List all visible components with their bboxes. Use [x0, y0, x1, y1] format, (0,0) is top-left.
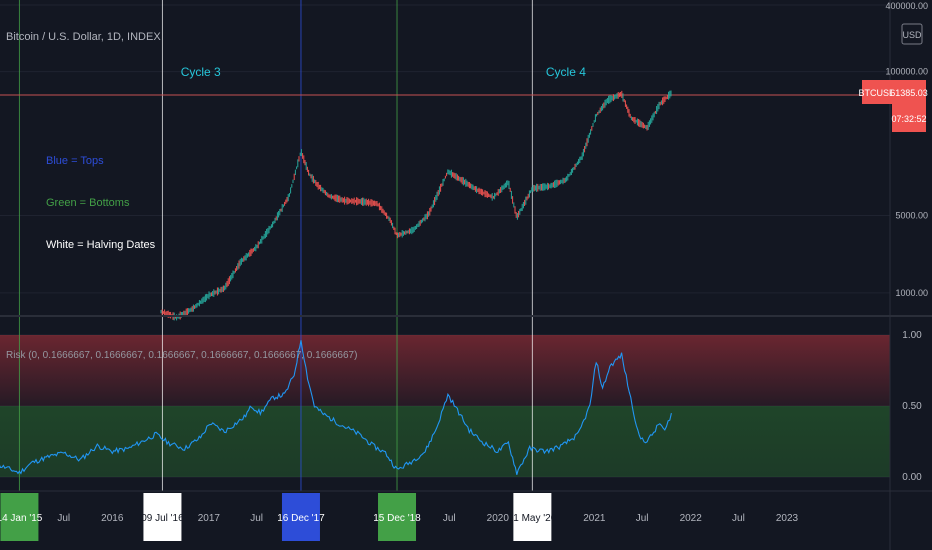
marker-date-box-top[interactable] — [281, 493, 320, 541]
price-axis-tick-label: 5000.00 — [895, 211, 928, 221]
price-tag-bg — [892, 80, 926, 132]
risk-axis-tick-label: 0.00 — [902, 472, 922, 483]
marker-date-label[interactable]: 14 Jan '15 — [0, 513, 43, 524]
risk-zone-low — [0, 406, 890, 477]
time-axis-tick-label: 2020 — [487, 513, 510, 524]
price-axis-tick-label: 1000.00 — [895, 288, 928, 298]
price-axis[interactable]: 400000.00 100000.00 5000.00 1000.00 — [885, 1, 928, 298]
time-axis-tick-label: 2022 — [680, 513, 703, 524]
time-axis-tick-label: 2023 — [776, 513, 799, 524]
risk-zone-high — [0, 335, 890, 406]
cycle-label: Cycle 3 — [181, 65, 221, 79]
price-axis-tick-label: 400000.00 — [885, 1, 928, 11]
time-axis-tick-label: 2017 — [198, 513, 221, 524]
price-axis-tick-label: 100000.00 — [885, 67, 928, 77]
currency-badge[interactable]: USD — [902, 30, 922, 40]
time-axis-tick-label: Jul — [57, 513, 70, 524]
time-axis-tick-label: 2021 — [583, 513, 606, 524]
marker-date-box-halving[interactable] — [143, 493, 182, 541]
risk-line[interactable] — [0, 340, 672, 475]
price-series[interactable] — [160, 90, 672, 321]
time-axis-tick-label: Jul — [732, 513, 745, 524]
cycle-label: Cycle 4 — [546, 65, 586, 79]
marker-date-label[interactable]: 16 Dec '17 — [277, 513, 325, 524]
time-axis-tick-label: Jul — [443, 513, 456, 524]
price-tag-countdown: 07:32:52 — [891, 114, 926, 124]
legend-tops: Blue = Tops — [46, 155, 104, 167]
currency-badge-frame[interactable] — [901, 23, 923, 45]
cycle-labels: Cycle 3 Cycle 4 — [181, 65, 587, 79]
marker-date-label[interactable]: 11 May '20 — [508, 513, 556, 524]
legend-bottoms: Green = Bottoms — [46, 197, 130, 209]
time-axis-tick-label: 2016 — [101, 513, 124, 524]
risk-axis-tick-label: 0.50 — [902, 401, 922, 412]
marker-lines — [18, 0, 533, 491]
marker-date-box-bottom[interactable] — [0, 493, 39, 541]
risk-axis-tick-label: 1.00 — [902, 330, 922, 341]
time-axis-tick-label: Jul — [636, 513, 649, 524]
time-axis[interactable]: 14 Jan '15 09 Jul '16 16 Dec '17 15 Dec '18… — [0, 493, 799, 541]
marker-date-box-halving[interactable] — [513, 493, 552, 541]
legend-halvings: White = Halving Dates — [46, 239, 156, 251]
price-tag-value: 61385.03 — [890, 88, 928, 98]
risk-axis[interactable]: 1.00 0.50 0.00 — [902, 330, 922, 483]
symbol-title: Bitcoin / U.S. Dollar, 1D, INDEX — [6, 31, 161, 43]
risk-zones — [0, 335, 890, 477]
symbol-tag: BTCUSD — [858, 88, 896, 98]
marker-date-box-bottom[interactable] — [378, 493, 417, 541]
risk-indicator-title: Risk (0, 0.1666667, 0.1666667, 0.1666667… — [6, 350, 357, 361]
risk-series[interactable] — [0, 340, 672, 475]
time-axis-tick-label: Jul — [250, 513, 263, 524]
symbol-tag-bg — [862, 80, 892, 104]
marker-date-label[interactable]: 15 Dec '18 — [373, 513, 421, 524]
marker-date-label[interactable]: 09 Jul '16 — [141, 513, 184, 524]
